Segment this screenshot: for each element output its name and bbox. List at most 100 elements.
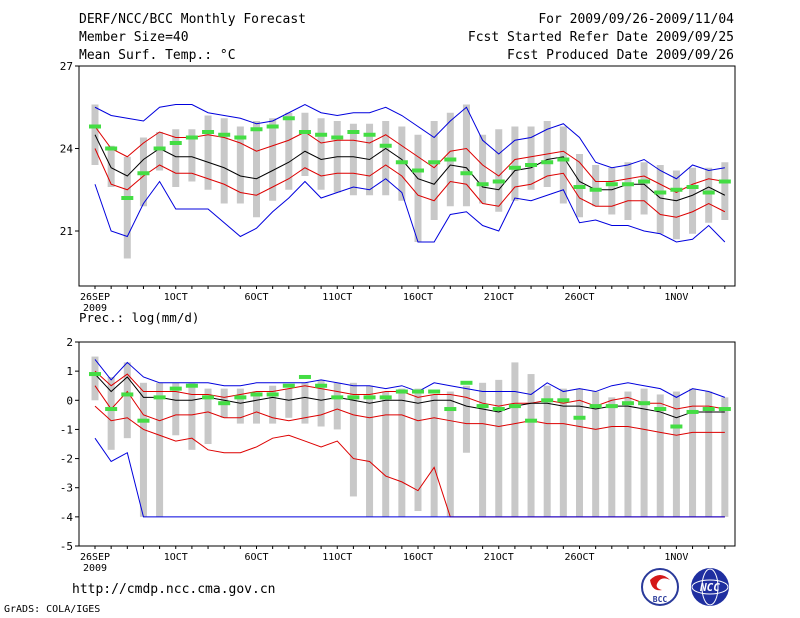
ensemble-box: [656, 394, 664, 517]
observed-marker: [686, 185, 699, 189]
ensemble-box: [139, 382, 147, 517]
y-tick-label: 24: [60, 143, 74, 156]
ensemble-box: [479, 382, 487, 517]
observed-marker: [169, 141, 182, 145]
observed-marker: [137, 418, 150, 423]
observed-marker: [654, 407, 667, 412]
ensemble-box: [527, 126, 535, 190]
bcc-ncc-logos: BCC NCC: [641, 568, 729, 606]
observed-marker: [379, 143, 392, 148]
plot-frame-1: [78, 341, 736, 547]
x-tick-label: 26OCT: [564, 552, 594, 563]
observed-marker: [315, 383, 328, 388]
series-line-p90: [94, 370, 725, 410]
ensemble-box: [689, 167, 697, 234]
observed-marker: [541, 160, 554, 165]
observed-marker: [525, 418, 538, 423]
ensemble-box: [543, 385, 551, 517]
ensemble-box: [349, 123, 357, 196]
ensemble-box: [559, 126, 567, 204]
observed-marker: [508, 165, 521, 170]
series-line-p10: [94, 148, 726, 218]
ensemble-box: [721, 162, 729, 220]
ensemble-box: [301, 382, 309, 424]
observed-marker: [121, 392, 134, 397]
ensemble-box: [301, 112, 309, 176]
x-tick-label: 6OCT: [244, 552, 268, 563]
ncc-logo-text: NCC: [699, 581, 720, 594]
ensemble-box: [172, 382, 180, 436]
observed-marker: [654, 190, 667, 195]
ensemble-box: [285, 112, 293, 190]
grads-credit: GrADS: COLA/IGES: [4, 604, 101, 615]
observed-marker: [331, 135, 344, 140]
ensemble-box: [495, 129, 503, 212]
x-tick-label: 26SEP: [80, 552, 110, 563]
observed-marker: [638, 401, 651, 406]
ensemble-box: [527, 374, 535, 517]
observed-marker: [266, 124, 279, 129]
observed-marker: [428, 160, 441, 165]
ensemble-box: [366, 385, 374, 517]
ensemble-box: [253, 391, 260, 424]
ensemble-box: [123, 362, 131, 439]
observed-marker: [444, 157, 457, 162]
ensemble-box: [705, 167, 713, 223]
observed-marker: [412, 389, 424, 394]
x-tick-label: 2009: [83, 563, 107, 574]
observed-marker: [137, 171, 150, 176]
observed-marker: [331, 395, 344, 400]
series-line-median: [94, 134, 726, 202]
x-tick-label: 21OCT: [484, 292, 514, 303]
observed-marker: [298, 130, 311, 134]
ensemble-box: [672, 170, 680, 240]
ensemble-box: [624, 391, 632, 517]
x-tick-label: 16OCT: [403, 552, 433, 563]
ensemble-box: [269, 385, 277, 424]
ensemble-box: [107, 145, 115, 187]
observed-marker: [444, 407, 457, 412]
observed-marker: [718, 179, 731, 184]
variable-label: Mean Surf. Temp.: °C: [79, 48, 236, 63]
observed-marker: [621, 401, 634, 406]
observed-marker: [282, 116, 295, 121]
x-tick-label: 6OCT: [244, 292, 268, 303]
bcc-logo: BCC: [641, 568, 679, 606]
observed-marker: [605, 182, 618, 187]
ensemble-box: [640, 388, 648, 517]
observed-marker: [298, 374, 311, 379]
series-line-lower: [94, 178, 726, 243]
x-tick-label: 1NOV: [664, 552, 688, 563]
ensemble-box: [204, 388, 212, 444]
fcst-started-date: Fcst Started Refer Date 2009/09/25: [467, 30, 734, 45]
ensemble-box: [511, 362, 519, 517]
observed-marker: [121, 196, 134, 200]
observed-marker: [202, 130, 215, 134]
ensemble-box: [317, 379, 325, 427]
observed-marker: [250, 127, 263, 132]
ensemble-box: [462, 385, 470, 453]
observed-marker: [589, 404, 602, 409]
observed-marker: [153, 146, 166, 151]
observed-marker: [476, 182, 489, 187]
observed-marker: [573, 185, 586, 189]
observed-marker: [379, 395, 392, 400]
series-line-median: [94, 373, 725, 419]
ensemble-box: [236, 388, 244, 424]
observed-marker: [670, 187, 683, 192]
series-line-p90: [94, 126, 725, 194]
ensemble-box: [608, 397, 616, 517]
observed-marker: [218, 132, 231, 137]
x-tick-label: 21OCT: [484, 552, 514, 563]
ensemble-box: [479, 134, 487, 204]
x-tick-label: 26SEP: [80, 292, 110, 303]
precip-panel-title: Prec.: log(mm/d): [79, 310, 199, 325]
observed-marker: [185, 383, 198, 388]
y-tick-label: -5: [60, 540, 73, 553]
source-url[interactable]: http://cmdp.ncc.cma.gov.cn: [72, 582, 276, 597]
observed-marker: [557, 157, 570, 162]
observed-marker: [605, 404, 618, 409]
observed-marker: [525, 163, 538, 167]
observed-marker: [460, 171, 473, 176]
